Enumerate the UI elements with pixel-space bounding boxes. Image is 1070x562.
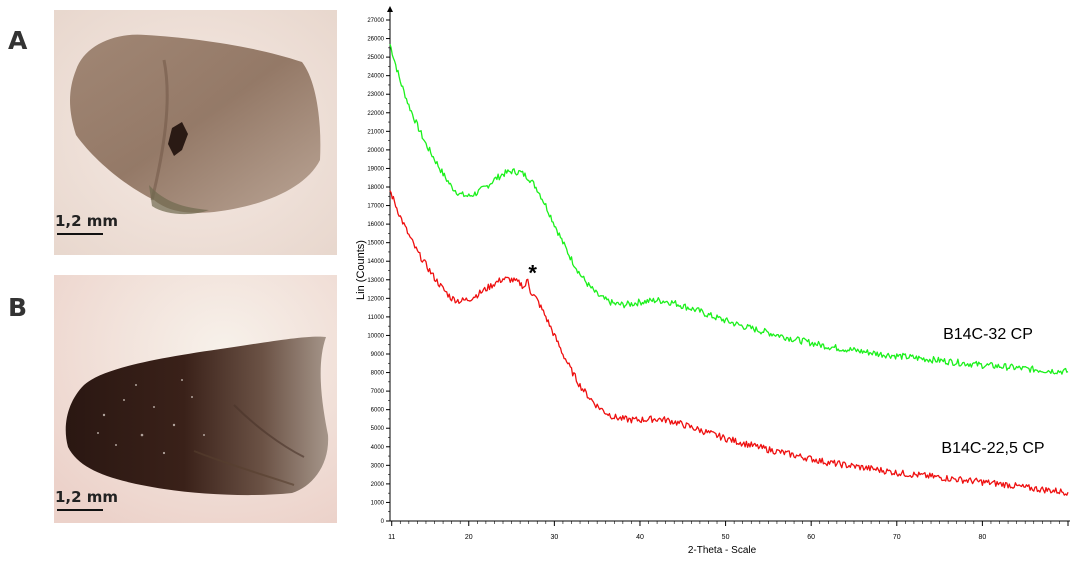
series-line-green bbox=[389, 44, 1069, 375]
y-tick-label: 14000 bbox=[367, 259, 384, 265]
y-tick-label: 3000 bbox=[371, 463, 385, 469]
y-tick-label: 22000 bbox=[367, 111, 384, 117]
scale-text-a: 1,2 mm bbox=[55, 212, 119, 230]
scale-label-a: 1,2 mm bbox=[55, 212, 119, 235]
y-tick-label: 2000 bbox=[371, 482, 385, 488]
scale-bar-b bbox=[57, 509, 103, 511]
x-tick-label: 20 bbox=[465, 534, 473, 541]
photo-sample-a bbox=[54, 10, 337, 255]
y-tick-label: 23000 bbox=[367, 92, 384, 98]
photo-sample-b bbox=[54, 275, 337, 523]
y-tick-label: 10000 bbox=[367, 333, 384, 339]
y-tick-label: 16000 bbox=[367, 222, 384, 228]
x-tick-label: 70 bbox=[893, 534, 901, 541]
scale-text-b: 1,2 mm bbox=[55, 488, 119, 506]
y-axis-arrow bbox=[387, 6, 393, 12]
x-axis-label: 2-Theta - Scale bbox=[688, 545, 757, 556]
y-tick-label: 21000 bbox=[367, 129, 384, 135]
x-tick-label: 11 bbox=[388, 534, 395, 541]
y-tick-label: 7000 bbox=[371, 389, 385, 395]
x-tick-label: 80 bbox=[978, 534, 986, 541]
series-group bbox=[389, 44, 1069, 496]
y-tick-label: 1000 bbox=[371, 500, 385, 506]
peak-annotation-asterisk: * bbox=[528, 261, 537, 286]
y-tick-label: 27000 bbox=[367, 18, 384, 24]
y-tick-label: 25000 bbox=[367, 55, 384, 61]
y-tick-label: 20000 bbox=[367, 148, 384, 154]
y-tick-label: 9000 bbox=[371, 352, 385, 358]
y-tick-label: 0 bbox=[381, 519, 385, 525]
x-tick-label: 30 bbox=[550, 534, 558, 541]
y-tick-label: 11000 bbox=[368, 315, 385, 321]
y-tick-label: 13000 bbox=[367, 278, 384, 284]
y-tick-label: 26000 bbox=[367, 37, 384, 43]
x-tick-label: 50 bbox=[722, 534, 730, 541]
x-axis: 11 20 30 40 50 60 70 80 bbox=[388, 520, 1070, 541]
scale-bar-a bbox=[57, 233, 103, 235]
xrd-chart: 0 1000 2000 3000 4000 5000 6000 7000 8000 9000 100… bbox=[355, 6, 1070, 556]
scale-label-b: 1,2 mm bbox=[55, 488, 119, 511]
y-tick-label: 8000 bbox=[371, 371, 385, 377]
y-tick-label: 18000 bbox=[367, 185, 384, 191]
x-tick-label: 40 bbox=[636, 534, 644, 541]
series-line-red bbox=[389, 190, 1069, 496]
panel-letter-a: A bbox=[8, 26, 28, 55]
y-axis: 0 1000 2000 3000 4000 5000 6000 7000 8000 9000 100… bbox=[367, 6, 393, 525]
y-tick-label: 4000 bbox=[371, 445, 385, 451]
y-tick-label: 6000 bbox=[371, 408, 385, 414]
photo-b-image bbox=[54, 275, 337, 523]
y-axis-label: Lin (Counts) bbox=[355, 240, 367, 300]
y-tick-label: 12000 bbox=[367, 296, 384, 302]
x-tick-label: 60 bbox=[807, 534, 815, 541]
y-tick-label: 19000 bbox=[367, 166, 384, 172]
y-tick-label: 17000 bbox=[367, 204, 384, 210]
y-tick-label: 5000 bbox=[371, 426, 385, 432]
y-tick-label: 24000 bbox=[367, 74, 384, 80]
y-tick-label: 15000 bbox=[367, 241, 384, 247]
photo-a-image bbox=[54, 10, 337, 255]
series-label-red: B14C-22,5 CP bbox=[941, 440, 1044, 457]
series-label-green: B14C-32 CP bbox=[943, 326, 1033, 343]
panel-letter-b: B bbox=[8, 293, 28, 322]
